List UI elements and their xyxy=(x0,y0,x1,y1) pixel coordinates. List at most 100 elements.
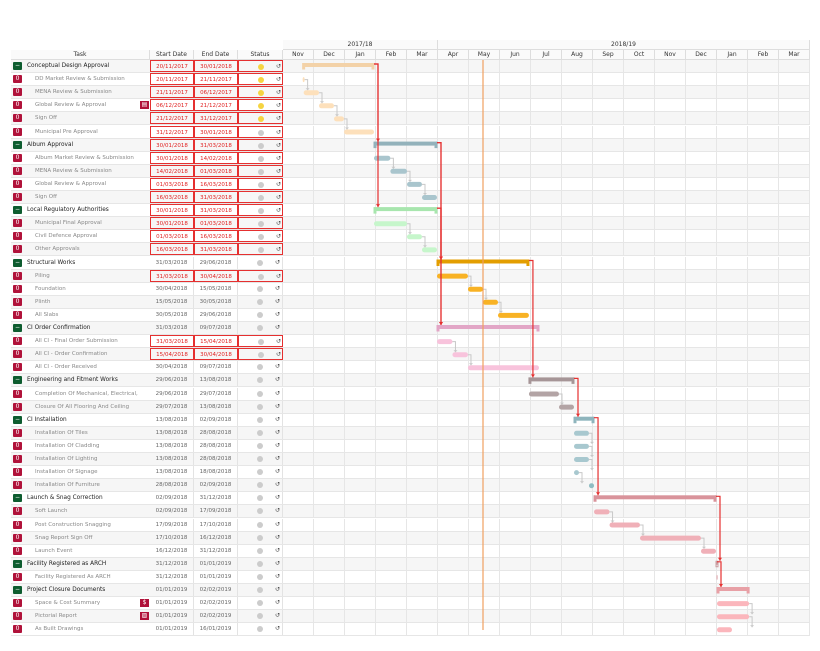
task-bar[interactable] xyxy=(483,299,498,305)
group-row[interactable]: − Structural Works 31/03/2018 29/06/2018 ↺ xyxy=(11,256,810,270)
task-bar[interactable] xyxy=(498,312,529,318)
task-name[interactable]: Conceptual Design Approval xyxy=(27,63,110,69)
task-name[interactable]: MENA Review & Submission xyxy=(35,89,112,96)
undo-icon[interactable]: ↺ xyxy=(276,272,282,280)
start-date[interactable]: 29/06/2018 xyxy=(150,374,194,387)
task-row[interactable]: 0 All CI - Order Confirmation 15/04/2018 30… xyxy=(11,348,810,362)
task-row[interactable]: 0 Piling 31/03/2018 30/04/2018 ↺ xyxy=(11,269,810,283)
task-name[interactable]: All CI - Final Order Submission xyxy=(35,338,118,345)
start-date[interactable]: 17/09/2018 xyxy=(150,518,194,531)
end-date[interactable]: 09/07/2018 xyxy=(194,361,238,374)
end-date[interactable]: 30/04/2018 xyxy=(194,269,238,282)
undo-icon[interactable]: ↺ xyxy=(275,572,281,580)
task-badge[interactable]: 0 xyxy=(13,153,22,162)
task-badge[interactable]: 0 xyxy=(13,599,22,608)
start-date[interactable]: 31/03/2018 xyxy=(150,335,194,348)
task-name[interactable]: Global Review & Approval xyxy=(35,180,107,187)
task-badge[interactable]: 0 xyxy=(13,428,22,437)
task-bar[interactable] xyxy=(640,535,701,541)
end-date[interactable]: 28/08/2018 xyxy=(194,439,238,452)
undo-icon[interactable]: ↺ xyxy=(276,89,282,97)
undo-icon[interactable]: ↺ xyxy=(276,128,282,136)
undo-icon[interactable]: ↺ xyxy=(275,389,281,397)
task-bar[interactable] xyxy=(574,457,589,462)
start-date[interactable]: 01/01/2019 xyxy=(150,597,194,610)
start-date[interactable]: 13/08/2018 xyxy=(150,453,194,465)
end-date[interactable]: 29/06/2018 xyxy=(194,308,238,321)
task-row[interactable]: 0 Installation Of Cladding 13/08/2018 28/08… xyxy=(11,439,810,453)
start-date[interactable]: 01/03/2018 xyxy=(150,177,194,190)
start-date[interactable]: 20/11/2017 xyxy=(150,60,194,72)
group-bar[interactable] xyxy=(594,495,716,500)
end-date[interactable]: 28/08/2018 xyxy=(194,453,238,465)
start-date[interactable]: 01/03/2018 xyxy=(150,230,194,243)
task-bar[interactable] xyxy=(717,627,732,633)
end-date[interactable]: 17/09/2018 xyxy=(194,505,238,518)
start-date[interactable]: 21/12/2017 xyxy=(150,112,194,125)
end-date[interactable]: 18/08/2018 xyxy=(194,466,238,479)
start-date[interactable]: 16/03/2018 xyxy=(150,243,194,256)
task-row[interactable]: 0 Installation Of Furniture 28/08/2018 02/0… xyxy=(11,479,810,493)
task-badge[interactable]: 0 xyxy=(13,481,22,490)
task-row[interactable]: 0 As Built Drawings 01/01/2019 16/01/2019 ↺ xyxy=(11,623,810,637)
collapse-toggle[interactable]: − xyxy=(13,376,22,385)
task-bar[interactable] xyxy=(589,483,595,489)
image-icon[interactable]: ▨ xyxy=(140,612,149,621)
task-bar[interactable] xyxy=(574,470,579,476)
start-date[interactable]: 30/04/2018 xyxy=(150,282,194,295)
end-date[interactable]: 16/12/2018 xyxy=(194,531,238,544)
undo-icon[interactable]: ↺ xyxy=(275,455,281,462)
task-bar[interactable] xyxy=(574,443,589,449)
undo-icon[interactable]: ↺ xyxy=(276,207,282,215)
task-badge[interactable]: 0 xyxy=(13,546,22,555)
undo-icon[interactable]: ↺ xyxy=(276,154,282,162)
task-name[interactable]: Project Closure Documents xyxy=(27,587,106,593)
task-row[interactable]: 0 All Slabs 30/05/2018 29/06/2018 ↺ xyxy=(11,308,810,322)
undo-icon[interactable]: ↺ xyxy=(276,141,282,149)
collapse-toggle[interactable]: − xyxy=(13,140,22,149)
end-date[interactable]: 21/11/2017 xyxy=(194,73,238,86)
start-date[interactable]: 21/11/2017 xyxy=(150,86,194,99)
task-name[interactable]: Installation Of Signage xyxy=(35,469,98,476)
start-date[interactable]: 29/06/2018 xyxy=(150,387,194,400)
task-name[interactable]: Snag Report Sign Off xyxy=(35,534,93,541)
end-date[interactable]: 31/12/2018 xyxy=(194,544,238,557)
start-date[interactable]: 14/02/2018 xyxy=(150,164,194,177)
end-date[interactable]: 31/12/2017 xyxy=(194,112,238,125)
start-date[interactable]: 13/08/2018 xyxy=(150,413,194,426)
end-date[interactable]: 17/10/2018 xyxy=(194,518,238,531)
task-badge[interactable]: 0 xyxy=(13,507,22,516)
task-name[interactable]: All CI - Order Received xyxy=(35,364,97,371)
task-badge[interactable]: 0 xyxy=(13,179,22,188)
undo-icon[interactable]: ↺ xyxy=(276,246,282,254)
task-badge[interactable]: 0 xyxy=(13,101,22,110)
end-date[interactable]: 16/03/2018 xyxy=(194,230,238,243)
header-status[interactable]: Status xyxy=(238,50,283,60)
task-bar[interactable] xyxy=(407,234,422,240)
task-row[interactable]: 0 Sign Off 21/12/2017 31/12/2017 ↺ xyxy=(11,112,810,126)
document-icon[interactable]: ▤ xyxy=(140,101,149,110)
task-bar[interactable] xyxy=(374,155,391,161)
end-date[interactable]: 29/06/2018 xyxy=(194,256,238,269)
task-name[interactable]: Structural Works xyxy=(27,259,76,266)
start-date[interactable]: 30/01/2018 xyxy=(150,138,194,151)
task-bar[interactable] xyxy=(716,574,718,580)
start-date[interactable]: 15/04/2018 xyxy=(150,348,194,361)
task-bar[interactable] xyxy=(594,509,610,515)
task-row[interactable]: 0 Post Construction Snagging 17/09/2018 17/… xyxy=(11,518,810,532)
end-date[interactable]: 30/01/2018 xyxy=(194,60,238,72)
task-name[interactable]: Municipal Pre Approval xyxy=(35,128,98,135)
end-date[interactable]: 01/03/2018 xyxy=(194,164,238,177)
task-badge[interactable]: 0 xyxy=(13,232,22,241)
task-bar[interactable] xyxy=(302,77,305,83)
task-badge[interactable]: 0 xyxy=(13,114,22,123)
task-name[interactable]: Installation Of Furniture xyxy=(35,482,100,489)
task-bar[interactable] xyxy=(319,103,334,109)
task-badge[interactable]: 0 xyxy=(13,455,22,463)
end-date[interactable]: 02/09/2018 xyxy=(194,413,238,426)
end-date[interactable]: 30/04/2018 xyxy=(194,348,238,361)
start-date[interactable]: 16/12/2018 xyxy=(150,544,194,557)
group-bar-bracket[interactable] xyxy=(436,259,530,266)
start-date[interactable]: 30/01/2018 xyxy=(150,204,194,217)
task-row[interactable]: 0 Facility Registered As ARCH 31/12/2018 01… xyxy=(11,570,810,584)
